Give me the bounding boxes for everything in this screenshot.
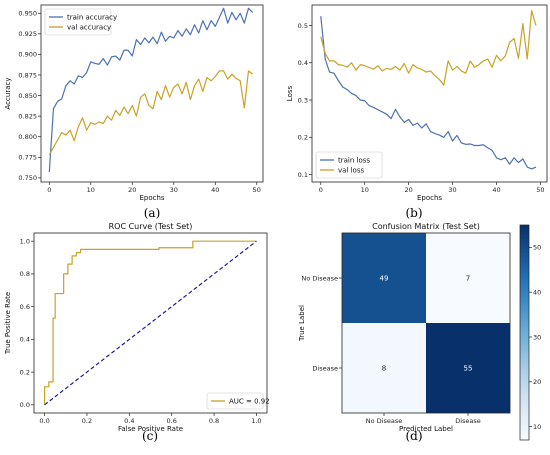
y-axis-label: True Positive Rate — [4, 292, 12, 355]
y-tick-label: 0.775 — [18, 154, 37, 162]
x-axis-label: Epochs — [417, 194, 442, 202]
x-tick-label: 0.6 — [167, 417, 177, 425]
series-line-0 — [43, 240, 257, 405]
y-tick-label: 0.2 — [298, 134, 308, 142]
heatmap-value: 7 — [466, 275, 470, 283]
series-line-1 — [44, 240, 257, 406]
heatmap-value: 8 — [382, 365, 386, 373]
x-tick-label: 20 — [404, 186, 412, 194]
y-tick-label: 0.875 — [18, 71, 37, 79]
y-axis-label: Accuracy — [4, 78, 12, 110]
colorbar-tick-label: 50 — [533, 244, 541, 252]
legend-box — [315, 151, 383, 179]
chart-c: ROC Curve (Test Set) 0.0 0.2 0.4 0.6 0.8 1.0 0.… — [4, 222, 270, 443]
x-tick-label: 50 — [536, 186, 544, 194]
heatmap-value: 55 — [464, 365, 473, 373]
y-tick-label: 0.850 — [18, 92, 37, 100]
panel-caption: (b) — [405, 206, 422, 220]
x-tick-label: 0.8 — [209, 417, 219, 425]
x-axis-label: Predicted Label — [399, 425, 453, 433]
plot-frame — [40, 4, 264, 183]
colorbar-tick-label: 10 — [533, 423, 541, 431]
chart-title: Confusion Matrix (Test Set) — [372, 222, 480, 231]
x-tick-label: 1.0 — [251, 417, 261, 425]
heatmap-cell — [342, 233, 426, 323]
chart-a: 0 10 20 30 40 50 0.750 0.775 0.800 0.825 0.850 0.87… — [4, 4, 264, 220]
heatmap-value: 49 — [380, 275, 389, 283]
x-tick-label: 40 — [492, 186, 500, 194]
y-tick-label: 0.4 — [20, 336, 30, 344]
y-tick-label: 0.800 — [18, 133, 37, 141]
legend: train accuracy val accuracy — [44, 8, 117, 36]
x-tick-label: No Disease — [366, 417, 402, 425]
y-tick-label: 0.0 — [20, 401, 30, 409]
legend-box — [206, 392, 264, 410]
colorbar-tick-label: 20 — [533, 378, 541, 386]
panel-caption: (a) — [144, 206, 161, 220]
y-tick-label: Disease — [312, 364, 338, 372]
plot-frame — [33, 232, 268, 414]
x-tick-label: Disease — [455, 417, 481, 425]
x-tick-label: 0.0 — [39, 417, 49, 425]
colorbar-tick-label: 40 — [533, 288, 541, 296]
heatmap-cell — [426, 233, 510, 323]
series-line-0 — [48, 7, 254, 173]
y-tick-label: 0.6 — [20, 303, 30, 311]
y-tick-label: 0.2 — [20, 368, 30, 376]
y-tick-label: 0.900 — [18, 51, 37, 59]
legend-label: val accuracy — [67, 23, 111, 31]
series-line-0 — [320, 16, 537, 170]
panel-caption: (d) — [405, 429, 422, 443]
x-tick-label: 0.2 — [82, 417, 92, 425]
series-line-1 — [320, 9, 537, 86]
legend-box — [44, 8, 112, 36]
legend-label: train loss — [338, 156, 370, 164]
chart-title: ROC Curve (Test Set) — [109, 222, 193, 231]
x-tick-label: 0.4 — [124, 417, 134, 425]
colorbar-tick-label: 30 — [533, 333, 541, 341]
legend: train loss val loss — [315, 151, 383, 179]
chart-d: Confusion Matrix (Test Set) 49 7 8 55 No Dise… — [298, 222, 541, 443]
y-tick-label: 0.8 — [20, 270, 30, 278]
heatmap-cell — [426, 323, 510, 413]
legend-label: AUC = 0.92 — [229, 397, 270, 405]
y-tick-label: 0.750 — [18, 174, 37, 182]
y-tick-label: 0.5 — [298, 22, 308, 30]
series-line-1 — [48, 70, 254, 156]
plot-frame — [341, 232, 511, 414]
heatmap-cell — [342, 323, 426, 413]
y-tick-label: 0.1 — [298, 171, 308, 179]
y-tick-label: 0.950 — [18, 10, 37, 18]
legend-label: train accuracy — [67, 13, 117, 21]
chart-b: 0 10 20 30 40 50 0.1 0.2 0.3 0.4 0.5 Epochs Loss trai… — [286, 4, 548, 220]
x-tick-label: 30 — [448, 186, 456, 194]
legend: AUC = 0.92 — [206, 392, 270, 410]
y-tick-label: 0.4 — [298, 59, 308, 67]
y-tick-label: 0.3 — [298, 96, 308, 104]
y-tick-label: 0.825 — [18, 112, 37, 120]
y-tick-label: 0.925 — [18, 30, 37, 38]
panel-caption: (c) — [142, 429, 158, 443]
y-tick-label: 1.0 — [20, 237, 30, 245]
x-tick-label: 0 — [47, 186, 51, 194]
x-tick-label: 20 — [128, 186, 136, 194]
x-tick-label: 10 — [361, 186, 369, 194]
x-axis-label: False Positive Rate — [118, 425, 183, 433]
x-tick-label: 10 — [87, 186, 95, 194]
y-axis-label: Loss — [286, 85, 294, 101]
x-tick-label: 40 — [211, 186, 219, 194]
x-tick-label: 30 — [170, 186, 178, 194]
x-tick-label: 50 — [253, 186, 261, 194]
plot-frame — [311, 4, 548, 183]
colorbar — [519, 224, 530, 441]
y-axis-label: True Label — [298, 305, 306, 342]
x-axis-label: Epochs — [139, 194, 164, 202]
y-tick-label: No Disease — [302, 274, 338, 282]
x-tick-label: 0 — [319, 186, 323, 194]
legend-label: val loss — [338, 166, 364, 174]
